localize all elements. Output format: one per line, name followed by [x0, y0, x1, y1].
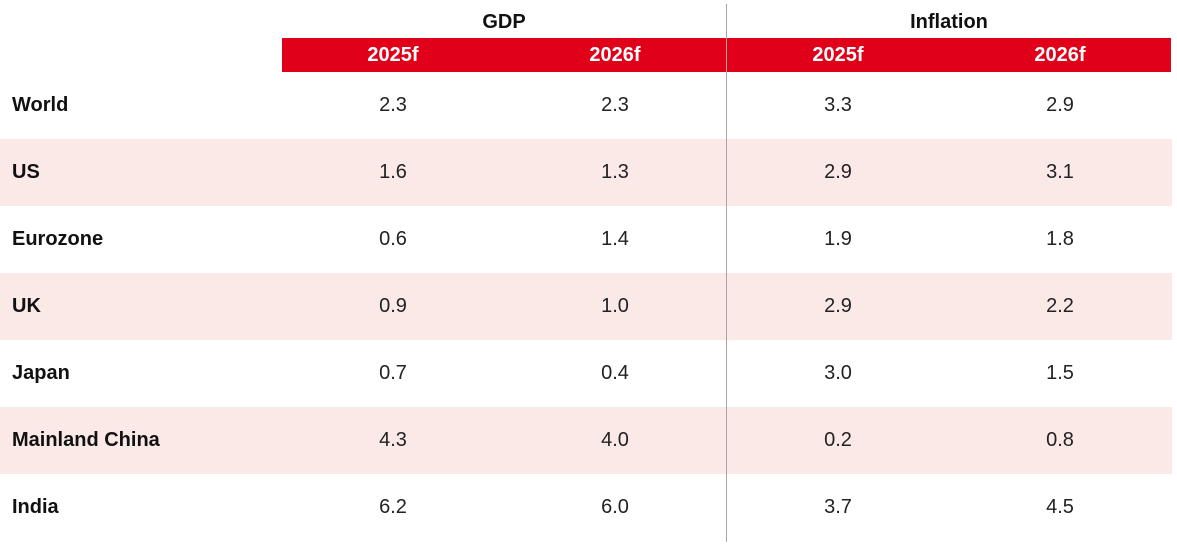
inflation-2026-value: 4.5: [1046, 496, 1074, 518]
year-header-gdp-2025: 2025f: [367, 44, 419, 66]
year-header-gdp-2026: 2026f: [589, 44, 641, 66]
group-header-inflation: Inflation: [910, 11, 988, 33]
inflation-2025-value: 2.9: [824, 295, 852, 317]
group-divider: [726, 4, 727, 542]
row-label: Japan: [12, 362, 70, 384]
gdp-2026-value: 2.3: [601, 94, 629, 116]
row-label: US: [12, 161, 40, 183]
gdp-2025-value: 6.2: [379, 496, 407, 518]
gdp-2026-value: 1.3: [601, 161, 629, 183]
gdp-2026-value: 6.0: [601, 496, 629, 518]
table-row: US 1.6 1.3 2.9 3.1: [0, 139, 1172, 206]
gdp-2026-value: 1.0: [601, 295, 629, 317]
inflation-2025-value: 3.3: [824, 94, 852, 116]
inflation-2026-value: 1.5: [1046, 362, 1074, 384]
table-row: Mainland China 4.3 4.0 0.2 0.8: [0, 407, 1172, 474]
inflation-2025-value: 3.0: [824, 362, 852, 384]
year-header-inflation-2026: 2026f: [1034, 44, 1086, 66]
row-label: UK: [12, 295, 41, 317]
group-header-gdp: GDP: [482, 11, 526, 33]
table-row: Japan 0.7 0.4 3.0 1.5: [0, 340, 1172, 407]
gdp-2026-value: 0.4: [601, 362, 629, 384]
row-label: Eurozone: [12, 228, 104, 250]
year-header-inflation-2025: 2025f: [812, 44, 864, 66]
row-label: Mainland China: [12, 429, 160, 451]
inflation-2025-value: 2.9: [824, 161, 852, 183]
gdp-2025-value: 0.9: [379, 295, 407, 317]
inflation-2025-value: 3.7: [824, 496, 852, 518]
table-row: India 6.2 6.0 3.7 4.5: [0, 474, 1172, 541]
row-label: India: [12, 496, 59, 518]
inflation-2026-value: 2.2: [1046, 295, 1074, 317]
table-row: Eurozone 0.6 1.4 1.9 1.8: [0, 206, 1172, 273]
inflation-2026-value: 0.8: [1046, 429, 1074, 451]
inflation-2026-value: 2.9: [1046, 94, 1074, 116]
table-row: UK 0.9 1.0 2.9 2.2: [0, 273, 1172, 340]
gdp-2025-value: 2.3: [379, 94, 407, 116]
gdp-2025-value: 4.3: [379, 429, 407, 451]
gdp-2025-value: 1.6: [379, 161, 407, 183]
gdp-2025-value: 0.6: [379, 228, 407, 250]
gdp-2025-value: 0.7: [379, 362, 407, 384]
gdp-2026-value: 4.0: [601, 429, 629, 451]
inflation-2026-value: 3.1: [1046, 161, 1074, 183]
table-row: World 2.3 2.3 3.3 2.9: [0, 72, 1172, 139]
inflation-2025-value: 0.2: [824, 429, 852, 451]
gdp-2026-value: 1.4: [601, 228, 629, 250]
inflation-2026-value: 1.8: [1046, 228, 1074, 250]
inflation-2025-value: 1.9: [824, 228, 852, 250]
row-label: World: [12, 94, 69, 116]
